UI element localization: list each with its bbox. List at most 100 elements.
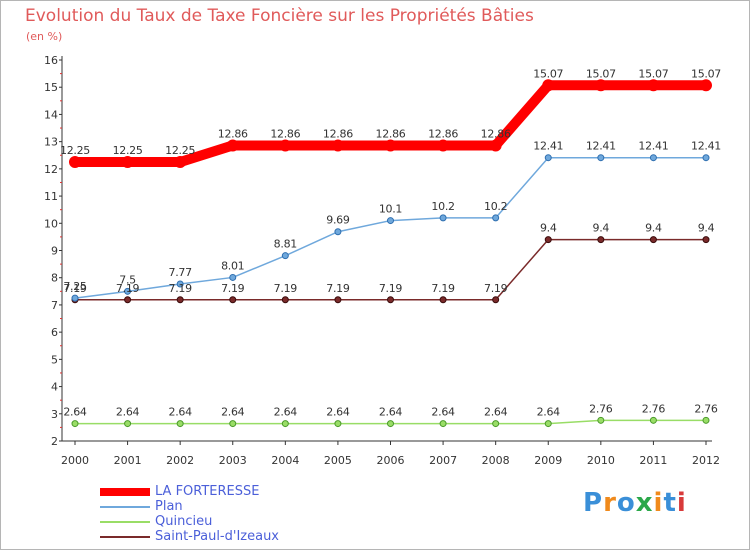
data-label: 12.41 <box>586 140 616 153</box>
data-point <box>229 420 237 428</box>
y-tick-label: 11 <box>44 190 58 203</box>
legend-label: Plan <box>155 499 183 514</box>
data-label: 2.64 <box>63 406 87 419</box>
data-point <box>334 296 342 304</box>
y-tick-label: 8 <box>51 272 58 285</box>
y-tick-label: 13 <box>44 136 58 149</box>
data-point <box>176 280 184 288</box>
data-point <box>594 79 607 92</box>
x-tick-label: 2007 <box>429 454 457 467</box>
x-tick-label: 2009 <box>534 454 562 467</box>
data-point <box>121 156 134 169</box>
data-point <box>439 420 447 428</box>
data-label: 7.19 <box>116 282 140 295</box>
data-label: 10.2 <box>484 200 507 213</box>
chart-title: Evolution du Taux de Taxe Foncière sur l… <box>25 6 534 26</box>
data-point <box>647 79 660 92</box>
data-point <box>384 139 397 152</box>
x-tick-label: 2003 <box>219 454 247 467</box>
legend-swatch <box>100 536 150 538</box>
data-point <box>387 420 394 428</box>
data-label: 7.19 <box>221 282 245 295</box>
data-point <box>176 296 184 304</box>
data-label: 10.2 <box>431 200 454 213</box>
x-tick-label: 2012 <box>692 454 720 467</box>
data-point <box>387 217 394 225</box>
legend-swatch <box>100 521 150 523</box>
data-point <box>226 139 239 152</box>
data-label: 12.86 <box>376 127 406 140</box>
data-point <box>229 273 237 281</box>
y-tick-label: 4 <box>51 381 58 394</box>
data-label: 12.25 <box>60 144 90 157</box>
data-label: 12.86 <box>270 127 300 140</box>
data-label: 2.64 <box>274 406 298 419</box>
data-point <box>71 420 79 428</box>
data-label: 2.76 <box>694 402 718 415</box>
data-label: 12.25 <box>165 144 195 157</box>
y-tick-label: 5 <box>51 353 58 366</box>
data-point <box>544 236 552 244</box>
data-label: 9.4 <box>540 222 557 235</box>
data-point <box>281 420 289 428</box>
data-label: 12.86 <box>481 127 511 140</box>
data-point <box>597 236 605 244</box>
data-label: 12.25 <box>113 144 143 157</box>
x-tick-label: 2006 <box>377 454 405 467</box>
x-tick-label: 2001 <box>114 454 142 467</box>
x-tick-label: 2008 <box>482 454 510 467</box>
data-point <box>700 79 712 92</box>
data-point <box>492 296 500 304</box>
data-label: 15.07 <box>691 67 721 80</box>
data-point <box>702 154 710 162</box>
data-point <box>439 296 447 304</box>
data-label: 9.4 <box>593 222 610 235</box>
y-tick-label: 2 <box>51 435 58 448</box>
data-label: 2.64 <box>431 406 455 419</box>
data-point <box>331 139 344 152</box>
data-point <box>597 416 605 424</box>
data-label: 7.19 <box>379 282 403 295</box>
data-point <box>544 420 552 428</box>
x-tick-label: 2005 <box>324 454 352 467</box>
proxiti-logo: Proxiti <box>583 488 687 518</box>
data-label: 9.69 <box>326 214 350 227</box>
data-point <box>229 296 237 304</box>
data-point <box>124 420 132 428</box>
data-label: 12.86 <box>218 127 248 140</box>
data-point <box>649 236 657 244</box>
data-label: 2.64 <box>116 406 140 419</box>
data-point <box>492 214 500 222</box>
x-tick-label: 2000 <box>61 454 89 467</box>
data-label: 9.4 <box>698 222 715 235</box>
y-tick-label: 6 <box>51 326 58 339</box>
data-label: 2.64 <box>484 406 508 419</box>
y-tick-label: 15 <box>44 81 58 94</box>
data-point <box>334 228 342 236</box>
data-point <box>649 154 657 162</box>
data-point <box>124 296 132 304</box>
data-label: 7.19 <box>169 282 193 295</box>
y-tick-label: 10 <box>44 217 58 230</box>
y-tick-label: 7 <box>51 299 58 312</box>
y-tick-label: 16 <box>44 54 58 67</box>
data-label: 2.64 <box>537 406 561 419</box>
data-point <box>174 156 187 169</box>
y-tick-label: 14 <box>44 108 58 121</box>
legend-label: Saint-Paul-d'Izeaux <box>155 529 280 544</box>
data-label: 7.19 <box>431 282 455 295</box>
data-label: 7.77 <box>169 266 193 279</box>
x-tick-label: 2010 <box>587 454 615 467</box>
data-label: 7.5 <box>119 273 136 286</box>
x-tick-label: 2002 <box>166 454 194 467</box>
data-label: 8.81 <box>274 238 297 251</box>
data-label: 12.41 <box>691 140 721 153</box>
data-label: 2.64 <box>221 406 245 419</box>
data-label: 15.07 <box>533 67 563 80</box>
data-label: 2.64 <box>326 406 350 419</box>
data-label: 8.01 <box>221 259 244 272</box>
data-label: 12.86 <box>428 127 458 140</box>
data-point <box>281 252 289 260</box>
data-label: 15.07 <box>638 67 668 80</box>
y-tick-label: 3 <box>51 408 58 421</box>
